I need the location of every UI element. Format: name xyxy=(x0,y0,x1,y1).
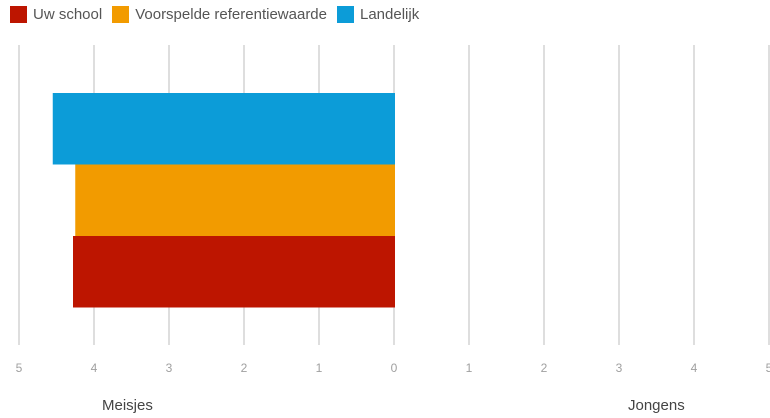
legend-label-landelijk: Landelijk xyxy=(360,6,420,23)
legend-swatch-voorspelde-referentiewaarde xyxy=(112,6,130,23)
x-tick-label: 2 xyxy=(241,361,248,375)
x-tick-label: 3 xyxy=(166,361,173,375)
legend-label-uw-school: Uw school xyxy=(33,6,103,23)
x-tick-label: 4 xyxy=(91,361,98,375)
group-label-meisjes: Meisjes xyxy=(102,397,153,414)
x-tick-label: 4 xyxy=(691,361,698,375)
diverging-bar-chart: 5 4 3 2 1 0 1 2 3 4 5 xyxy=(16,45,770,375)
x-tick-label: 2 xyxy=(541,361,548,375)
bar-meisjes-uw-school xyxy=(73,236,395,308)
legend-swatch-landelijk xyxy=(337,6,354,23)
x-tick-label: 5 xyxy=(766,361,770,375)
bar-meisjes-landelijk xyxy=(52,93,395,165)
legend-swatch-uw-school xyxy=(10,6,27,23)
legend-label-voorspelde-referentiewaarde: Voorspelde referentiewaarde xyxy=(135,6,327,23)
x-tick-label: 1 xyxy=(466,361,473,375)
x-tick-label: 5 xyxy=(16,361,23,375)
chart-legend: Uw school Voorspelde referentiewaarde La… xyxy=(10,6,419,23)
x-tick-label: 3 xyxy=(616,361,623,375)
group-label-jongens: Jongens xyxy=(628,397,685,414)
x-tick-label: 1 xyxy=(316,361,323,375)
legend-item-uw-school[interactable]: Uw school xyxy=(10,6,102,23)
x-tick-label: 0 xyxy=(391,361,398,375)
bar-meisjes-voorspelde-referentiewaarde xyxy=(75,164,395,236)
legend-item-landelijk[interactable]: Landelijk xyxy=(337,6,419,23)
legend-item-voorspelde-referentiewaarde[interactable]: Voorspelde referentiewaarde xyxy=(112,6,327,23)
